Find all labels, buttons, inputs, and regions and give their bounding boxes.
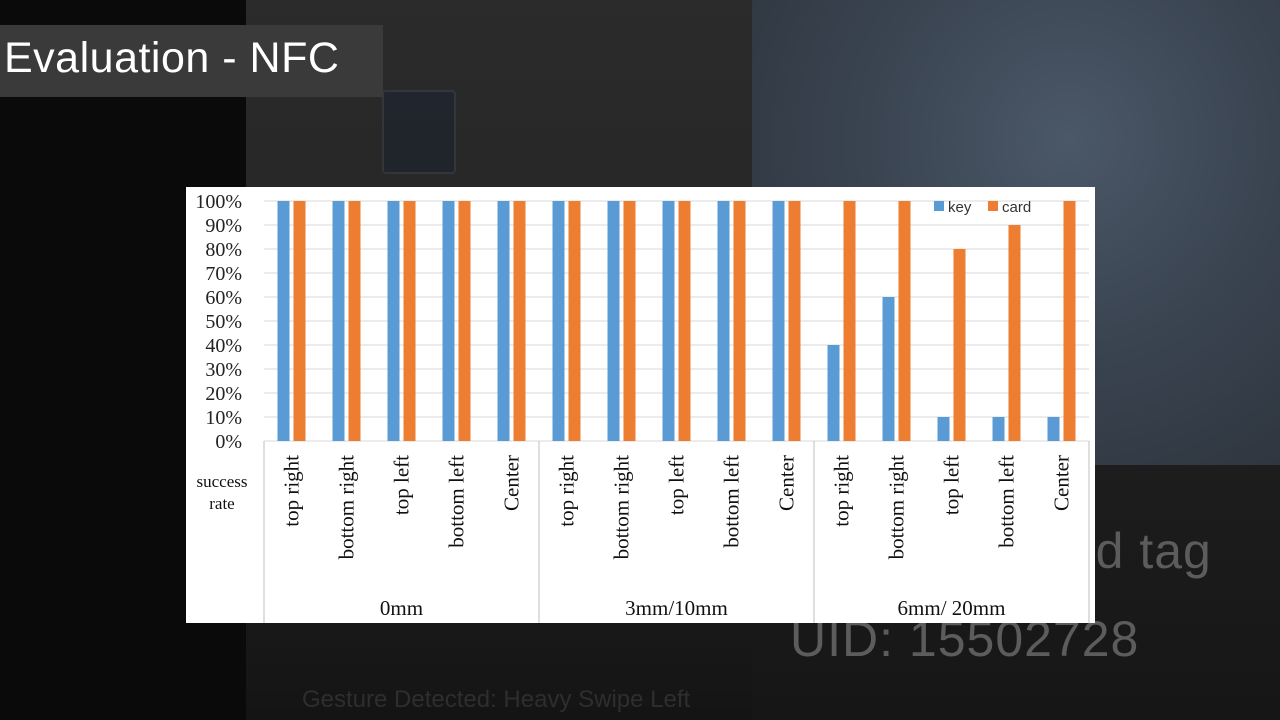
- x-tick-label: top left: [390, 455, 414, 515]
- bar-card: [1063, 201, 1076, 441]
- y-tick-label: 50%: [205, 311, 242, 333]
- y-tick-label: 40%: [205, 335, 242, 357]
- bar-key: [662, 201, 675, 441]
- row-label-line1: success: [197, 472, 248, 491]
- x-tick-label: top left: [665, 455, 689, 515]
- x-tick-label: top left: [940, 455, 964, 515]
- x-tick-label: bottom right: [885, 455, 909, 560]
- bar-key: [937, 417, 950, 441]
- bar-card: [348, 201, 361, 441]
- bar-key: [772, 201, 785, 441]
- bar-key: [497, 201, 510, 441]
- group-label: 6mm/ 20mm: [898, 596, 1006, 620]
- bar-card: [513, 201, 526, 441]
- legend-label-key: key: [948, 199, 972, 216]
- bar-key: [992, 417, 1005, 441]
- x-tick-label: Center: [1050, 455, 1074, 511]
- x-tick-label: bottom left: [995, 455, 1019, 548]
- bar-key: [277, 201, 290, 441]
- y-tick-label: 70%: [205, 263, 242, 285]
- bar-card: [623, 201, 636, 441]
- x-tick-label: bottom left: [445, 455, 469, 548]
- y-tick-label: 20%: [205, 383, 242, 405]
- bar-key: [827, 345, 840, 441]
- y-tick-label: 10%: [205, 407, 242, 429]
- y-tick-label: 60%: [205, 287, 242, 309]
- x-tick-label: bottom right: [610, 455, 634, 560]
- bar-card: [458, 201, 471, 441]
- group-label: 0mm: [380, 596, 423, 620]
- legend-label-card: card: [1002, 199, 1031, 216]
- bar-key: [607, 201, 620, 441]
- title-banner: [0, 25, 383, 97]
- bar-key: [332, 201, 345, 441]
- bar-card: [403, 201, 416, 441]
- x-tick-label: bottom left: [720, 455, 744, 548]
- x-tick-label: top right: [555, 455, 579, 527]
- y-tick-label: 80%: [205, 239, 242, 261]
- bar-card: [293, 201, 306, 441]
- bar-card: [1008, 225, 1021, 441]
- bar-chart: 0%10%20%30%40%50%60%70%80%90%100% top rig…: [195, 191, 1090, 623]
- bar-key: [1047, 417, 1060, 441]
- background-gesture-text: Gesture Detected: Heavy Swipe Left: [302, 686, 691, 713]
- slide-title: Evaluation - NFC: [4, 34, 340, 82]
- bar-card: [568, 201, 581, 441]
- x-tick-label: Center: [775, 455, 799, 511]
- x-tick-label: top right: [830, 455, 854, 527]
- bar-card: [733, 201, 746, 441]
- x-tick-label: bottom right: [335, 455, 359, 560]
- legend-swatch-card: [988, 201, 998, 211]
- bar-card: [898, 201, 911, 441]
- bar-key: [717, 201, 730, 441]
- chart-panel: 0% 10% 20% 30% 40% 50% 60% 70% 80% 90% 100% top rig…: [186, 187, 1095, 623]
- bar-key: [882, 297, 895, 441]
- bar-card: [678, 201, 691, 441]
- bar-card: [953, 249, 966, 441]
- y-tick-label: 90%: [205, 215, 242, 237]
- bar-key: [442, 201, 455, 441]
- background-tag-text: rd tag: [1078, 523, 1212, 579]
- bar-card: [843, 201, 856, 441]
- bar-key: [387, 201, 400, 441]
- y-tick-label: 30%: [205, 359, 242, 381]
- bar-card: [788, 201, 801, 441]
- y-tick-label: 100%: [195, 191, 242, 213]
- x-tick-label: top right: [280, 455, 304, 527]
- group-label: 3mm/10mm: [625, 596, 728, 620]
- background-phone-shape: [382, 90, 456, 174]
- row-label-line2: rate: [209, 494, 234, 513]
- legend-swatch-key: [934, 201, 944, 211]
- y-tick-label: 0%: [215, 431, 242, 453]
- x-tick-label: Center: [500, 455, 524, 511]
- bar-key: [552, 201, 565, 441]
